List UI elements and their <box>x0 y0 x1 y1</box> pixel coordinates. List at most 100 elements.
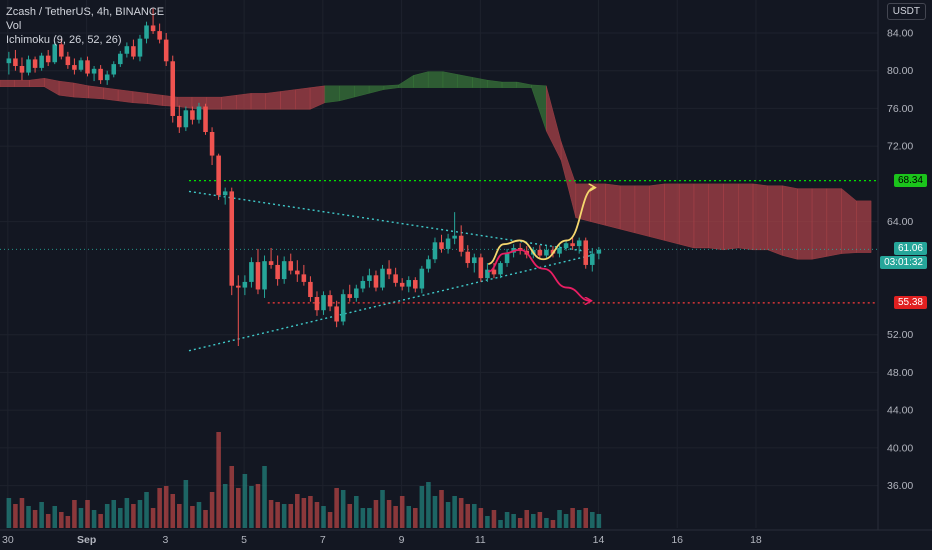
volume-bar <box>59 512 64 528</box>
time-tick: 11 <box>475 534 486 546</box>
cloud-segment <box>472 77 488 88</box>
candle-body <box>347 294 353 298</box>
cloud-segment <box>442 71 458 88</box>
volume-bar <box>334 488 339 528</box>
volume-bar <box>19 498 25 528</box>
candle-body <box>537 249 543 256</box>
volume-bar <box>367 508 372 528</box>
chart-legend: Zcash / TetherUS, 4h, BINANCE Vol Ichimo… <box>6 5 164 47</box>
volume-bar <box>485 516 490 528</box>
volume-bar <box>498 520 503 528</box>
volume-bar <box>340 490 346 528</box>
cloud-segment <box>14 79 30 87</box>
candle-body <box>491 269 497 275</box>
cloud-segment <box>649 183 665 241</box>
candle-body <box>367 275 372 281</box>
candlesticks <box>6 8 602 347</box>
volume-bar <box>131 504 136 528</box>
candle-body <box>39 55 44 68</box>
candle-body <box>255 262 261 290</box>
cloud-segment <box>398 74 414 88</box>
volume-bar <box>406 506 412 528</box>
cloud-segment <box>619 185 636 234</box>
cloud-segment <box>560 141 577 218</box>
candle-body <box>209 132 215 156</box>
volume-bar <box>399 496 405 528</box>
volume-bar <box>419 486 425 528</box>
volume-bar <box>583 508 589 528</box>
cloud-segment <box>117 89 134 104</box>
cloud-segment <box>0 79 16 87</box>
volume-bar <box>137 500 143 528</box>
candle-body <box>373 275 379 288</box>
volume-bar <box>236 488 241 528</box>
cloud-segment <box>235 93 252 110</box>
volume-bar <box>458 498 464 528</box>
volume-indicator-label[interactable]: Vol <box>6 20 22 32</box>
candle-body <box>386 268 392 275</box>
cloud-segment <box>354 85 370 98</box>
time-axis[interactable]: 30 Sep 3 5 7 9 11 14 16 18 <box>0 529 932 550</box>
support-price-label: 55.38 <box>893 295 927 309</box>
volume-bar <box>380 490 385 528</box>
volume-bar <box>177 504 182 528</box>
volume-bar <box>596 514 602 528</box>
volume-bar <box>465 504 471 528</box>
volume-bar <box>478 508 484 528</box>
cloud-segment <box>383 84 399 90</box>
volume-bar <box>222 484 228 528</box>
candle-body <box>557 247 562 254</box>
volume-bar <box>373 500 379 528</box>
cloud-segment <box>44 77 60 96</box>
candle-body <box>229 191 235 286</box>
volume-bar <box>452 496 457 528</box>
cloud-segment <box>29 77 45 87</box>
candle-body <box>216 155 221 196</box>
ichimoku-indicator-label[interactable]: Ichimoku (9, 26, 52, 26) <box>6 34 122 46</box>
volume-bar <box>550 520 556 528</box>
volume-bar <box>517 518 523 528</box>
candle-body <box>380 268 385 288</box>
projection-paths[interactable] <box>487 188 594 301</box>
price-tick: 80.00 <box>887 65 913 77</box>
candle-body <box>78 60 84 70</box>
candle-body <box>419 268 425 289</box>
candle-body <box>360 280 366 289</box>
cloud-segment <box>73 82 89 99</box>
candle-body <box>334 306 339 322</box>
cloud-segment <box>147 93 163 106</box>
candle-body <box>268 261 274 265</box>
volume-bar <box>98 514 103 528</box>
price-axis[interactable]: 84.00 80.00 76.00 72.00 64.00 52.00 48.00 44.00… <box>877 0 932 550</box>
cloud-segment <box>295 87 311 110</box>
cloud-segment <box>708 183 724 251</box>
cloud-segment <box>737 183 754 251</box>
volume-bar <box>183 480 189 528</box>
volume-bar <box>249 486 254 528</box>
candle-body <box>570 243 575 247</box>
symbol-title[interactable]: Zcash / TetherUS, 4h, BINANCE <box>6 6 165 18</box>
volume-bar <box>504 512 510 528</box>
candle-body <box>432 242 438 260</box>
currency-button[interactable]: USDT <box>886 3 926 20</box>
candle-body <box>85 60 90 74</box>
candle-body <box>295 270 300 275</box>
cloud-segment <box>206 96 222 110</box>
time-tick: 5 <box>241 534 247 546</box>
cloud-segment <box>752 183 769 251</box>
volume-bar <box>91 510 97 528</box>
candle-body <box>190 110 195 120</box>
volume-bar <box>229 466 235 528</box>
cloud-segment <box>634 185 650 237</box>
candle-body <box>98 68 103 81</box>
volume-bar <box>150 508 156 528</box>
candle-body <box>26 59 31 73</box>
candle-body <box>354 288 359 298</box>
horizontal-levels[interactable] <box>0 180 878 304</box>
cloud-segment <box>88 85 104 100</box>
current-price-label: 61.06 <box>893 242 927 256</box>
candle-body <box>583 240 589 265</box>
volume-bar <box>537 512 543 528</box>
volume-bar <box>557 510 562 528</box>
